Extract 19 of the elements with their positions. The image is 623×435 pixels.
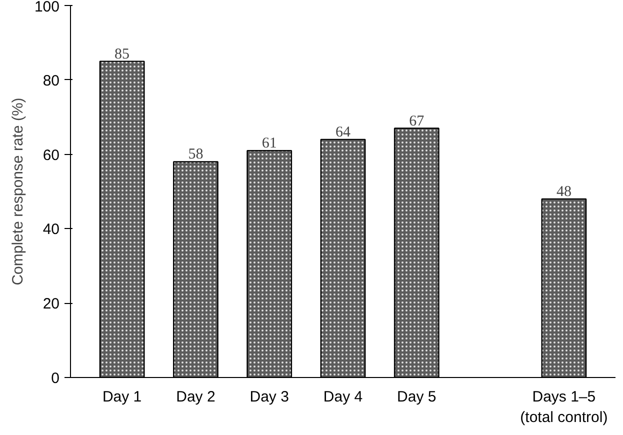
- y-tick-label: 80: [42, 72, 60, 90]
- x-tick-label: Days 1–5 (total control): [520, 388, 608, 426]
- x-tick-label: Day 1: [102, 388, 142, 406]
- y-tick-label: 20: [42, 296, 60, 313]
- x-tick-label: Day 2: [176, 388, 216, 406]
- data-label: 85: [114, 46, 130, 62]
- data-label: 48: [556, 184, 572, 200]
- x-tick-label: Day 3: [250, 388, 289, 406]
- y-tick-label: 100: [34, 0, 60, 16]
- data-label: 58: [188, 146, 204, 163]
- data-label: 67: [409, 113, 425, 130]
- x-tick-label: Day 5: [397, 388, 436, 406]
- y-tick-label: 40: [42, 221, 60, 238]
- y-tick-label: 60: [42, 146, 60, 164]
- x-tick-label: Day 4: [323, 388, 363, 406]
- y-tick-label: 0: [51, 370, 60, 387]
- data-label: 64: [336, 124, 351, 140]
- data-label: 61: [262, 136, 277, 152]
- y-axis-title: Complete response rate (%): [9, 98, 26, 286]
